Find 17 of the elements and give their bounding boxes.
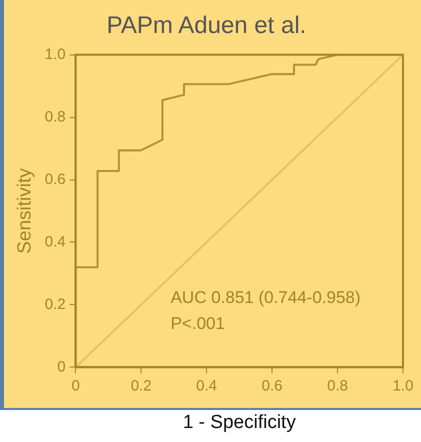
y-tick-label: 1.0 — [44, 46, 66, 63]
annotation: AUC 0.851 (0.744-0.958) — [170, 288, 361, 308]
x-tick-label: 0.4 — [196, 377, 218, 394]
y-tick-label: 0.6 — [44, 170, 66, 188]
x-tick-label: 0.6 — [262, 377, 282, 394]
x-tick-label: 0.8 — [327, 377, 348, 394]
y-tick-label: 0 — [57, 358, 66, 376]
x-tick-label: 0.2 — [130, 377, 152, 394]
annotation: P<.001 — [170, 314, 225, 334]
y-tick-label: 0.4 — [44, 233, 66, 250]
x-tick-label: 1.0 — [392, 377, 414, 394]
chart-title: PAPm Aduen et al. — [106, 12, 306, 40]
y-tick-label: 0.8 — [44, 108, 66, 126]
x-tick-label: 0 — [71, 377, 80, 394]
y-tick-label: 0.2 — [44, 296, 66, 313]
y-axis-title: Sensitivity — [14, 168, 36, 254]
x-axis-title: 1 - Specificity — [182, 412, 296, 433]
